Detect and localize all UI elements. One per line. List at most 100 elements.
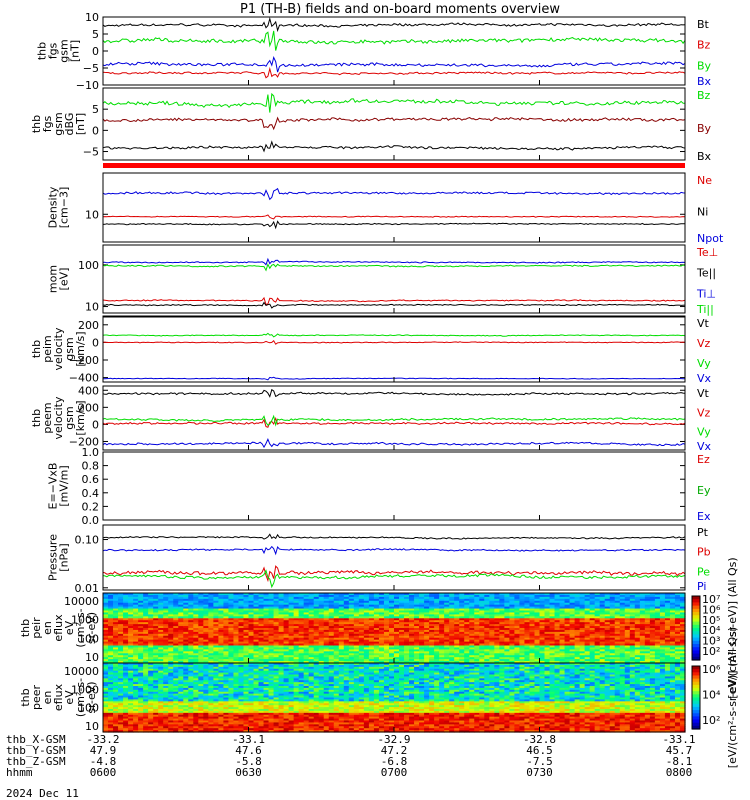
spectrogram-cell — [263, 628, 270, 631]
spectrogram-cell — [283, 629, 290, 633]
spectrogram-cell — [559, 629, 566, 633]
spectrogram-cell — [574, 635, 581, 639]
spectrogram-cell — [609, 635, 616, 639]
spectrogram-cell — [138, 637, 144, 641]
spectrogram-cell — [599, 593, 606, 596]
spectrogram-cell — [148, 672, 154, 676]
spectrogram-cell — [153, 600, 159, 604]
spectrogram-cell — [444, 620, 450, 623]
spectrogram-cell — [514, 606, 521, 610]
spectrogram-cell — [514, 647, 521, 650]
spectrogram-cell — [504, 598, 510, 602]
spectrogram-cell — [138, 626, 144, 629]
spectrogram-cell — [368, 598, 375, 602]
spectrogram-cell — [163, 682, 169, 685]
spectrogram-cell — [208, 633, 214, 637]
y-axis-label: [cm−3] — [58, 187, 71, 229]
spectrogram-cell — [113, 593, 119, 596]
legend-entry: Bx — [697, 150, 712, 163]
spectrogram-cell — [253, 657, 260, 660]
spectrogram-cell — [679, 622, 686, 625]
spectrogram-cell — [333, 596, 340, 600]
spectrogram-cell — [604, 637, 611, 641]
spectrogram-cell — [499, 659, 505, 662]
spectrogram-cell — [113, 618, 119, 621]
spectrogram-cell — [323, 624, 330, 627]
spectrogram-cell — [659, 616, 666, 619]
spectrogram-cell — [238, 612, 245, 615]
spectrogram-cell — [419, 598, 425, 602]
y-tick-label: 10 — [85, 651, 99, 664]
spectrogram-cell — [128, 666, 134, 670]
spectrogram-cell — [449, 649, 455, 652]
spectrogram-cell — [208, 637, 214, 641]
spectrogram-cell — [499, 593, 505, 596]
spectrogram-cell — [629, 639, 636, 643]
spectrogram-cell — [489, 643, 495, 647]
spectrogram-cell — [363, 612, 370, 615]
spectrogram-cell — [218, 628, 225, 631]
spectrogram-cell — [103, 608, 109, 612]
spectrogram-cell — [143, 664, 149, 668]
spectrogram-cell — [233, 641, 240, 645]
spectrogram-cell — [383, 651, 390, 654]
spectrogram-cell — [509, 622, 516, 625]
spectrogram-cell — [308, 604, 315, 608]
spectrogram-cell — [238, 593, 245, 596]
spectrogram-cell — [519, 643, 526, 647]
y-tick-label: 400 — [78, 384, 99, 397]
spectrogram-cell — [469, 600, 475, 604]
spectrogram-cell — [278, 645, 285, 649]
spectrogram-cell — [539, 618, 546, 621]
spectrogram-cell — [193, 598, 199, 602]
spectrogram-cell — [203, 594, 209, 598]
spectrogram-cell — [213, 628, 219, 631]
spectrogram-cell — [614, 628, 621, 631]
spectrogram-cell — [218, 643, 225, 647]
spectrogram-cell — [108, 661, 114, 664]
spectrogram-cell — [213, 661, 219, 664]
spectrogram-cell — [168, 707, 174, 710]
spectrogram-cell — [664, 651, 671, 654]
spectrogram-cell — [464, 610, 470, 614]
spectrogram-cell — [128, 699, 134, 702]
spectrogram-cell — [394, 614, 400, 617]
spectrogram-cell — [268, 631, 275, 635]
spectrogram-cell — [574, 594, 581, 598]
spectrogram-cell — [574, 645, 581, 649]
spectrogram-cell — [569, 637, 576, 641]
spectrogram-cell — [659, 598, 666, 602]
spectrogram-cell — [328, 626, 335, 629]
spectrogram-cell — [534, 622, 541, 625]
spectrogram-cell — [308, 628, 315, 631]
spectrogram-cell — [504, 614, 510, 617]
spectrogram-cell — [439, 637, 445, 641]
spectrogram-cell — [143, 722, 149, 725]
colorbar-cell — [692, 647, 700, 651]
series-line — [102, 545, 686, 556]
spectrogram-cell — [138, 682, 144, 685]
spectrogram-cell — [138, 618, 144, 621]
spectrogram-cell — [358, 610, 365, 614]
spectrogram-cell — [113, 672, 119, 676]
spectrogram-cell — [639, 661, 646, 664]
spectrogram-cell — [544, 653, 551, 656]
spectrogram-cell — [193, 645, 199, 649]
spectrogram-cell — [158, 624, 164, 627]
spectrogram-cell — [148, 633, 154, 637]
spectrogram-cell — [293, 612, 300, 615]
spectrogram-cell — [328, 637, 335, 641]
spectrogram-cell — [133, 682, 139, 685]
spectrogram-cell — [148, 709, 154, 712]
spectrogram-cell — [584, 608, 591, 612]
spectrogram-cell — [338, 659, 345, 662]
spectrogram-cell — [444, 602, 450, 606]
spectrogram-cell — [504, 635, 510, 639]
spectrogram-cell — [649, 612, 656, 615]
spectrogram-cell — [539, 624, 546, 627]
spectrogram-cell — [429, 639, 435, 643]
spectrogram-cell — [599, 606, 606, 610]
spectrogram-cell — [378, 653, 385, 656]
spectrogram-cell — [549, 635, 556, 639]
spectrogram-cell — [108, 628, 114, 631]
